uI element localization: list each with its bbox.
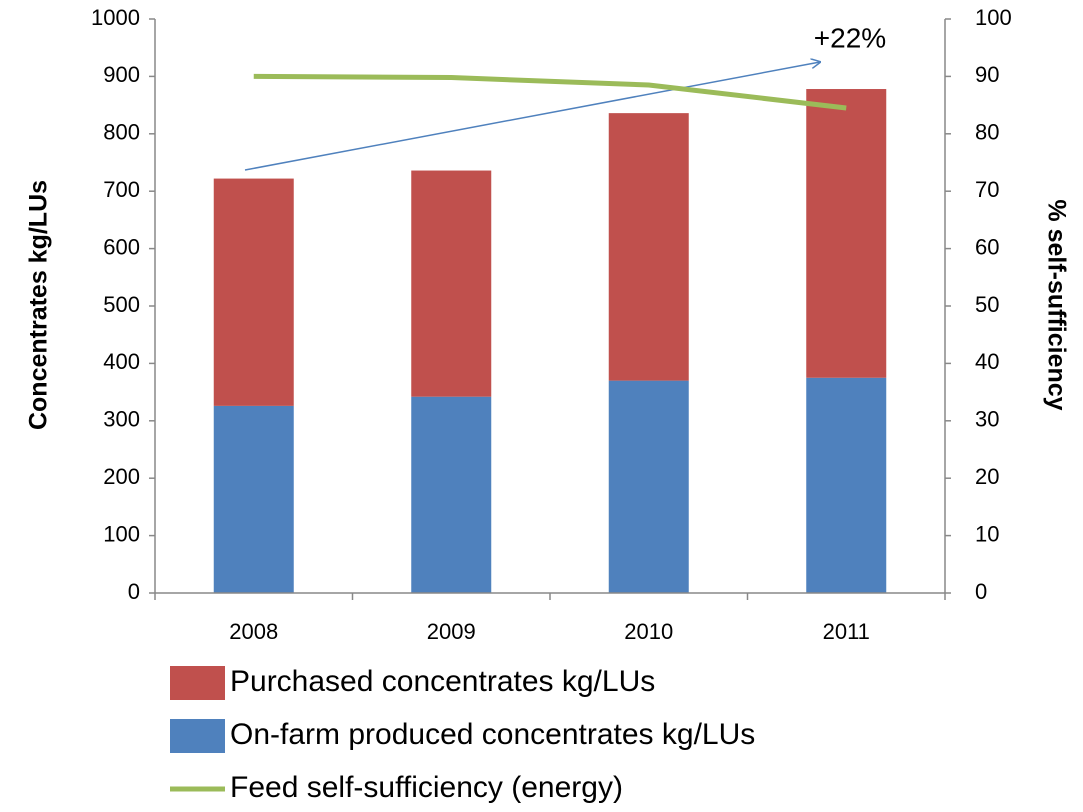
x-tick-label: 2009 <box>427 619 476 644</box>
legend-label: Purchased concentrates kg/LUs <box>230 665 655 698</box>
bar <box>806 89 887 378</box>
y-axis-label: Concentrates kg/LUs <box>25 180 53 430</box>
bar <box>213 178 294 406</box>
y-tick-label: 0 <box>128 579 140 604</box>
y2-tick-label: 30 <box>975 407 999 432</box>
y-tick-label: 200 <box>103 464 140 489</box>
y2-tick-label: 90 <box>975 62 999 87</box>
y2-tick-label: 80 <box>975 120 999 145</box>
y-tick-label: 400 <box>103 349 140 374</box>
y-tick-label: 900 <box>103 62 140 87</box>
y2-tick-label: 100 <box>975 5 1012 30</box>
legend-swatch <box>170 666 225 700</box>
trend-arrow <box>244 62 820 171</box>
y2-tick-label: 50 <box>975 292 999 317</box>
legend-label: Feed self-sufficiency (energy) <box>230 771 623 804</box>
y2-tick-label: 10 <box>975 521 999 546</box>
y-tick-label: 100 <box>103 521 140 546</box>
y2-tick-label: 70 <box>975 177 999 202</box>
y2-axis-label: % self-sufficiency <box>1042 199 1070 410</box>
bar <box>411 396 492 593</box>
x-tick-label: 2011 <box>823 619 870 644</box>
legend-label: On-farm produced concentrates kg/LUs <box>230 718 755 751</box>
x-tick-label: 2010 <box>624 619 673 644</box>
y2-tick-label: 20 <box>975 464 999 489</box>
bar <box>608 380 689 593</box>
bar <box>411 170 492 397</box>
y-tick-label: 500 <box>103 292 140 317</box>
y-tick-label: 800 <box>103 120 140 145</box>
y2-tick-label: 60 <box>975 234 999 259</box>
legend-swatch <box>170 719 225 753</box>
line-series <box>253 73 847 111</box>
y2-tick-label: 40 <box>975 349 999 374</box>
y2-tick-label: 0 <box>975 579 987 604</box>
bar <box>806 377 887 593</box>
y-tick-label: 1000 <box>91 5 140 30</box>
x-tick-label: 2008 <box>229 619 278 644</box>
y-tick-label: 700 <box>103 177 140 202</box>
y-tick-label: 600 <box>103 234 140 259</box>
bar <box>608 113 689 381</box>
y-tick-label: 300 <box>103 407 140 432</box>
annotation: +22% <box>814 22 886 53</box>
bar <box>213 405 294 593</box>
